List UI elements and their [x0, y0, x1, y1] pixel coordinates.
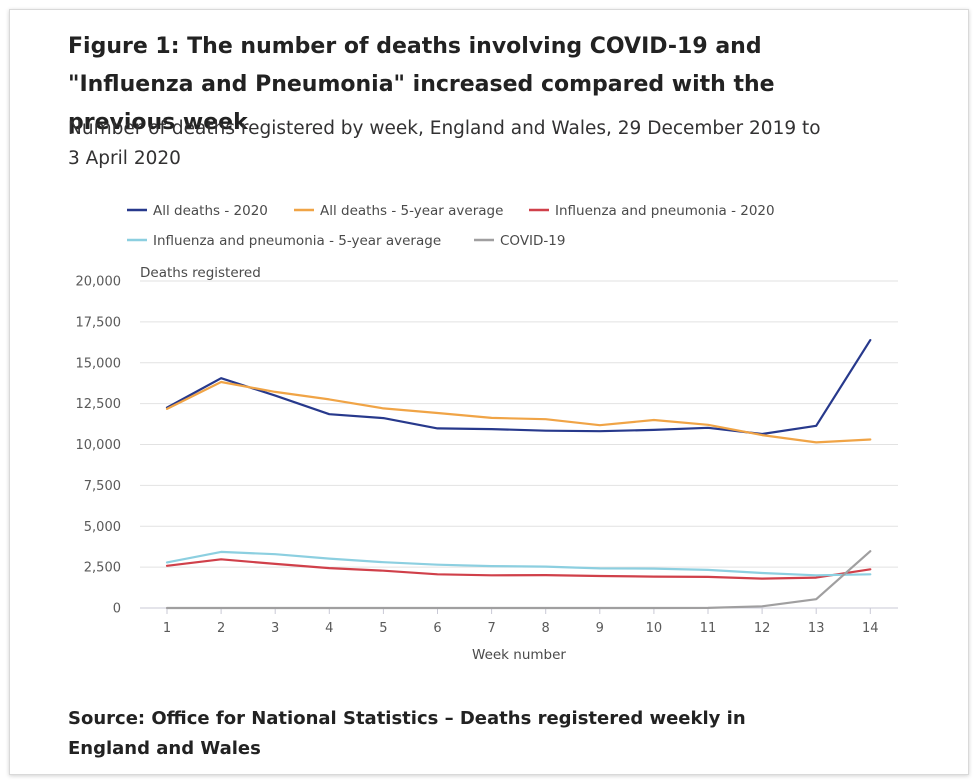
gridlines	[140, 280, 898, 609]
y-tick-label: 10,000	[76, 438, 122, 453]
x-tick-label: 7	[487, 621, 495, 636]
series-line-2	[165, 558, 872, 580]
source-note: Source: Office for National Statistics –…	[68, 708, 746, 759]
x-tick-label: 2	[217, 621, 225, 636]
series-line-1	[165, 380, 872, 444]
x-tick-label: 5	[379, 621, 387, 636]
x-tick-label: 14	[862, 621, 879, 636]
series-line-4	[165, 550, 872, 610]
x-tick-label: 9	[596, 621, 604, 636]
y-tick-label: 15,000	[76, 356, 122, 371]
y-axis-title: Deaths registered	[140, 265, 261, 281]
y-tick-label: 5,000	[84, 520, 121, 535]
legend-label: COVID-19	[500, 233, 565, 249]
legend-item[interactable]: COVID-19	[474, 233, 565, 249]
x-axis-ticks: 1 2 3 4 5 6 7 8 9 10 11 12 13 14	[163, 608, 879, 636]
y-tick-label: 7,500	[84, 479, 121, 494]
x-tick-label: 1	[163, 621, 171, 636]
y-tick-label: 20,000	[76, 275, 122, 290]
figure-title: Figure 1: The number of deaths involving…	[68, 34, 775, 135]
x-tick-label: 6	[433, 621, 441, 636]
series-lines	[165, 339, 872, 610]
x-tick-label: 13	[808, 621, 825, 636]
x-axis-title: Week number	[472, 647, 566, 663]
legend-label: Influenza and pneumonia - 5-year average	[153, 233, 441, 249]
legend-item[interactable]: Influenza and pneumonia - 5-year average	[127, 233, 441, 249]
x-tick-label: 12	[754, 621, 771, 636]
legend-item[interactable]: All deaths - 5-year average	[294, 203, 503, 219]
figure-subtitle: Number of deaths registered by week, Eng…	[68, 118, 821, 169]
y-tick-label: 17,500	[76, 315, 122, 330]
x-tick-label: 8	[542, 621, 550, 636]
x-tick-label: 4	[325, 621, 333, 636]
y-tick-label: 12,500	[76, 397, 122, 412]
legend: All deaths - 2020 All deaths - 5-year ave…	[127, 203, 775, 249]
x-tick-label: 11	[700, 621, 717, 636]
y-tick-label: 0	[113, 602, 121, 617]
legend-item[interactable]: Influenza and pneumonia - 2020	[529, 203, 775, 219]
legend-item[interactable]: All deaths - 2020	[127, 203, 268, 219]
figure-card: Figure 1: The number of deaths involving…	[9, 9, 969, 775]
legend-label: Influenza and pneumonia - 2020	[555, 203, 775, 219]
y-tick-label: 2,500	[84, 561, 121, 576]
y-axis-ticks: 0 2,500 5,000 7,500 10,000 12,500 15,000 17,500…	[76, 275, 122, 617]
series-line-0	[165, 339, 872, 436]
legend-label: All deaths - 5-year average	[320, 203, 503, 219]
series-line-3	[165, 550, 872, 577]
x-tick-label: 3	[271, 621, 279, 636]
x-tick-label: 10	[646, 621, 663, 636]
legend-label: All deaths - 2020	[153, 203, 268, 219]
